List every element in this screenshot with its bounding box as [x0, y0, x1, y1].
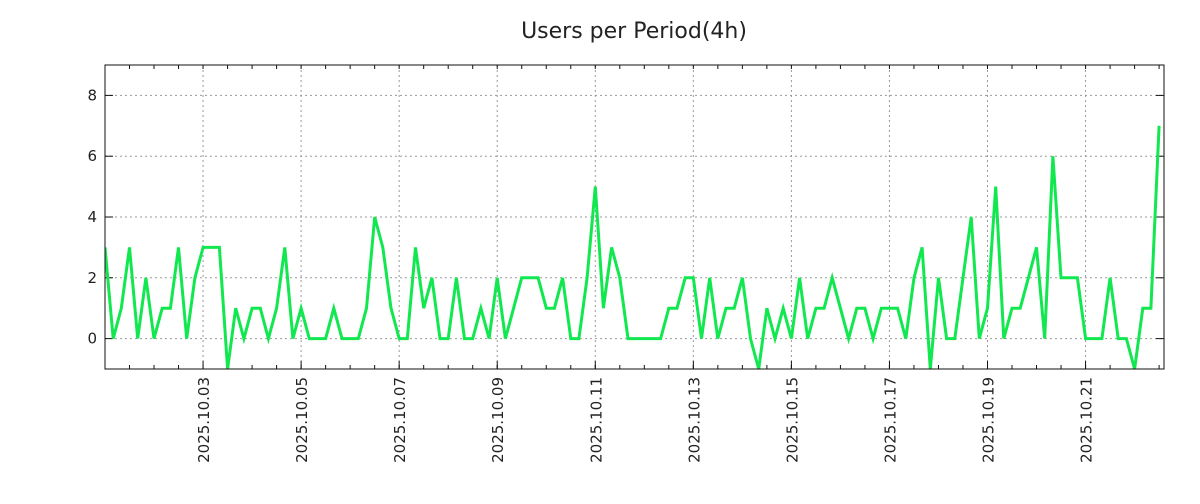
y-tick-label: 2	[87, 269, 97, 287]
x-tick-label: 2025.10.13	[685, 377, 703, 463]
x-tick-label: 2025.10.21	[1078, 377, 1096, 463]
x-tick-label: 2025.10.09	[489, 377, 507, 463]
x-tick-label: 2025.10.17	[881, 377, 899, 463]
series-lines	[105, 126, 1159, 369]
y-tick-label: 4	[87, 208, 97, 226]
axis-ticks: 0 2 4 6 8 2025.10.03 2025.10.05 2025.10.07 2025.…	[87, 65, 1164, 463]
x-tick-label: 2025.10.05	[293, 377, 311, 463]
x-tick-label: 2025.10.11	[587, 377, 605, 463]
series-line-users	[105, 126, 1159, 369]
x-tick-label: 2025.10.19	[980, 377, 998, 463]
y-tick-label: 8	[87, 86, 97, 104]
y-tick-label: 0	[87, 330, 97, 348]
chart-title: Users per Period(4h)	[521, 19, 747, 44]
x-tick-label: 2025.10.03	[195, 377, 213, 463]
x-tick-label: 2025.10.07	[391, 377, 409, 463]
y-tick-label: 6	[87, 147, 97, 165]
x-tick-label: 2025.10.15	[783, 377, 801, 463]
